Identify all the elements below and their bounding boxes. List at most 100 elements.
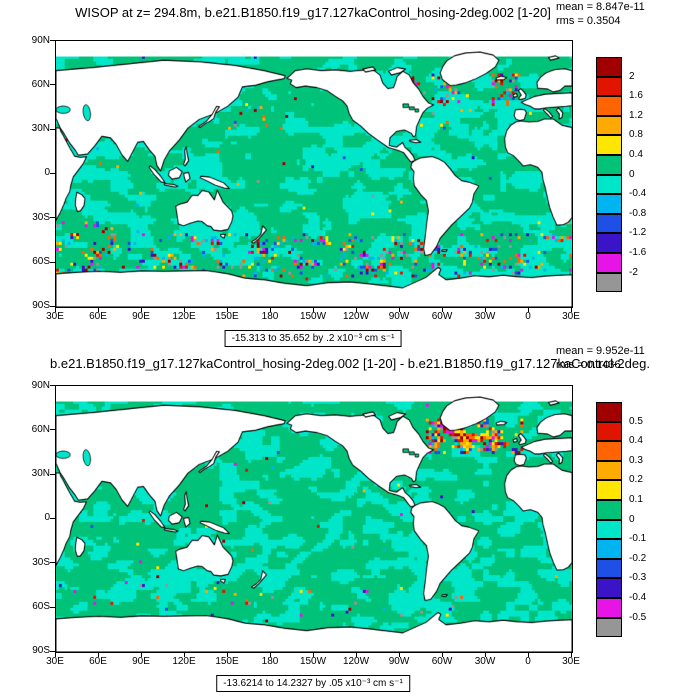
y-tick-mark [50, 562, 55, 564]
colorbar-box [596, 578, 622, 598]
colorbar-label: 0 [629, 168, 635, 180]
colorbar-box [596, 233, 622, 253]
colorbar-box [596, 402, 622, 422]
x-tick-label: 30E [46, 311, 64, 322]
colorbar-label: -1.6 [629, 247, 647, 258]
x-tick-label: 120E [172, 656, 196, 667]
colorbar: 0.5 0.4 0.3 0.2 0.1 0 -0.1 -0.2 -0.3 -0.4 -0.5 [596, 402, 671, 647]
x-tick-mark [399, 308, 400, 312]
x-tick-label: 0 [525, 656, 531, 667]
y-tick-label: 90S [32, 300, 50, 312]
x-tick-mark [55, 308, 56, 312]
colorbar-box [596, 441, 622, 461]
x-tick-label: 90E [132, 311, 150, 322]
y-tick-label: 0 [44, 512, 50, 524]
y-tick-mark [50, 217, 55, 219]
colorbar-box [596, 617, 622, 638]
x-tick-mark [141, 653, 142, 657]
colorbar-label: -0.1 [629, 533, 647, 545]
y-tick-mark [50, 517, 55, 519]
y-tick-mark [50, 473, 55, 475]
colorbar-box [596, 558, 622, 579]
x-tick-mark [485, 653, 486, 657]
colorbar-box [596, 155, 622, 175]
y-tick-mark [50, 385, 55, 386]
y-tick-label: 30S [32, 556, 50, 568]
y-tick-label: 30N [31, 468, 50, 480]
x-tick-label: 0 [525, 311, 531, 322]
x-tick-label: 150E [215, 656, 239, 667]
panel-title: WISOP at z= 294.8m, b.e21.B1850.f19_g17.… [75, 5, 551, 20]
x-tick-label: 90W [388, 311, 410, 322]
panel-title: b.e21.B1850.f19_g17.127kaControl_hosing-… [50, 356, 650, 371]
x-tick-label: 120W [342, 311, 370, 322]
y-tick-mark [50, 429, 55, 431]
world-map-contour-plot [55, 40, 573, 308]
colorbar-label: 1.2 [629, 109, 643, 121]
colorbar-label: 0.2 [629, 474, 643, 486]
x-tick-mark [313, 308, 314, 312]
colorbar-box [596, 194, 622, 214]
colorbar-box [596, 174, 622, 195]
colorbar-box [596, 539, 622, 559]
colorbar-box [596, 135, 622, 155]
x-tick-mark [399, 653, 400, 657]
colorbar-label: -0.2 [629, 552, 647, 564]
y-tick-label: 60S [32, 601, 50, 613]
x-tick-mark [270, 653, 271, 657]
colorbar-label: 2 [629, 70, 635, 82]
x-tick-mark [356, 653, 357, 657]
x-tick-mark [227, 308, 228, 312]
colorbar-box [596, 500, 622, 520]
colorbar-box [596, 598, 622, 618]
x-tick-label: 150W [299, 311, 327, 322]
colorbar-label: 0.8 [629, 129, 643, 141]
bottom-map-panel: b.e21.B1850.f19_g17.127kaControl_hosing-… [0, 345, 700, 700]
y-tick-label: 0 [44, 167, 50, 179]
x-tick-label: 30W [474, 656, 496, 667]
contour-interval-label: -15.313 to 35.652 by .2 x10⁻³ cm s⁻¹ [224, 330, 402, 347]
x-tick-mark [571, 308, 572, 312]
x-tick-label: 180 [261, 656, 279, 667]
x-tick-label: 60E [89, 656, 107, 667]
colorbar-box [596, 272, 622, 293]
y-tick-label: 90N [31, 34, 50, 46]
x-tick-label: 150W [299, 656, 327, 667]
y-tick-label: 30N [31, 123, 50, 135]
x-tick-label: 60W [431, 311, 453, 322]
x-tick-label: 60W [431, 656, 453, 667]
y-tick-label: 90N [31, 379, 50, 391]
x-tick-mark [98, 653, 99, 657]
x-tick-label: 30E [562, 656, 580, 667]
y-tick-mark [50, 606, 55, 608]
y-tick-mark [50, 305, 55, 307]
colorbar-box [596, 253, 622, 273]
x-tick-mark [571, 653, 572, 657]
colorbar-box [596, 57, 622, 77]
rms-label: rms = 0.1436 [556, 359, 621, 371]
x-tick-mark [184, 308, 185, 312]
mean-label: mean = 8.847e-11 [556, 1, 645, 13]
x-tick-label: 90E [132, 656, 150, 667]
y-tick-mark [50, 84, 55, 86]
x-tick-mark [270, 308, 271, 312]
y-tick-mark [50, 172, 55, 174]
x-tick-label: 150E [215, 311, 239, 322]
x-tick-mark [485, 308, 486, 312]
colorbar-label: 0.4 [629, 149, 643, 160]
colorbar-label: 0.5 [629, 415, 643, 427]
colorbar-label: -0.4 [629, 188, 647, 200]
colorbar-box [596, 76, 622, 97]
world-map-contour-plot [55, 385, 573, 653]
x-tick-mark [442, 653, 443, 657]
colorbar-box [596, 115, 622, 136]
x-tick-mark [313, 653, 314, 657]
colorbar-box [596, 213, 622, 234]
x-tick-label: 90W [388, 656, 410, 667]
contour-interval-label: -13.6214 to 14.2327 by .05 x10⁻³ cm s⁻¹ [216, 675, 410, 692]
x-tick-label: 120W [342, 656, 370, 667]
x-tick-mark [184, 653, 185, 657]
colorbar-label: -0.4 [629, 592, 647, 603]
x-tick-mark [528, 653, 529, 657]
